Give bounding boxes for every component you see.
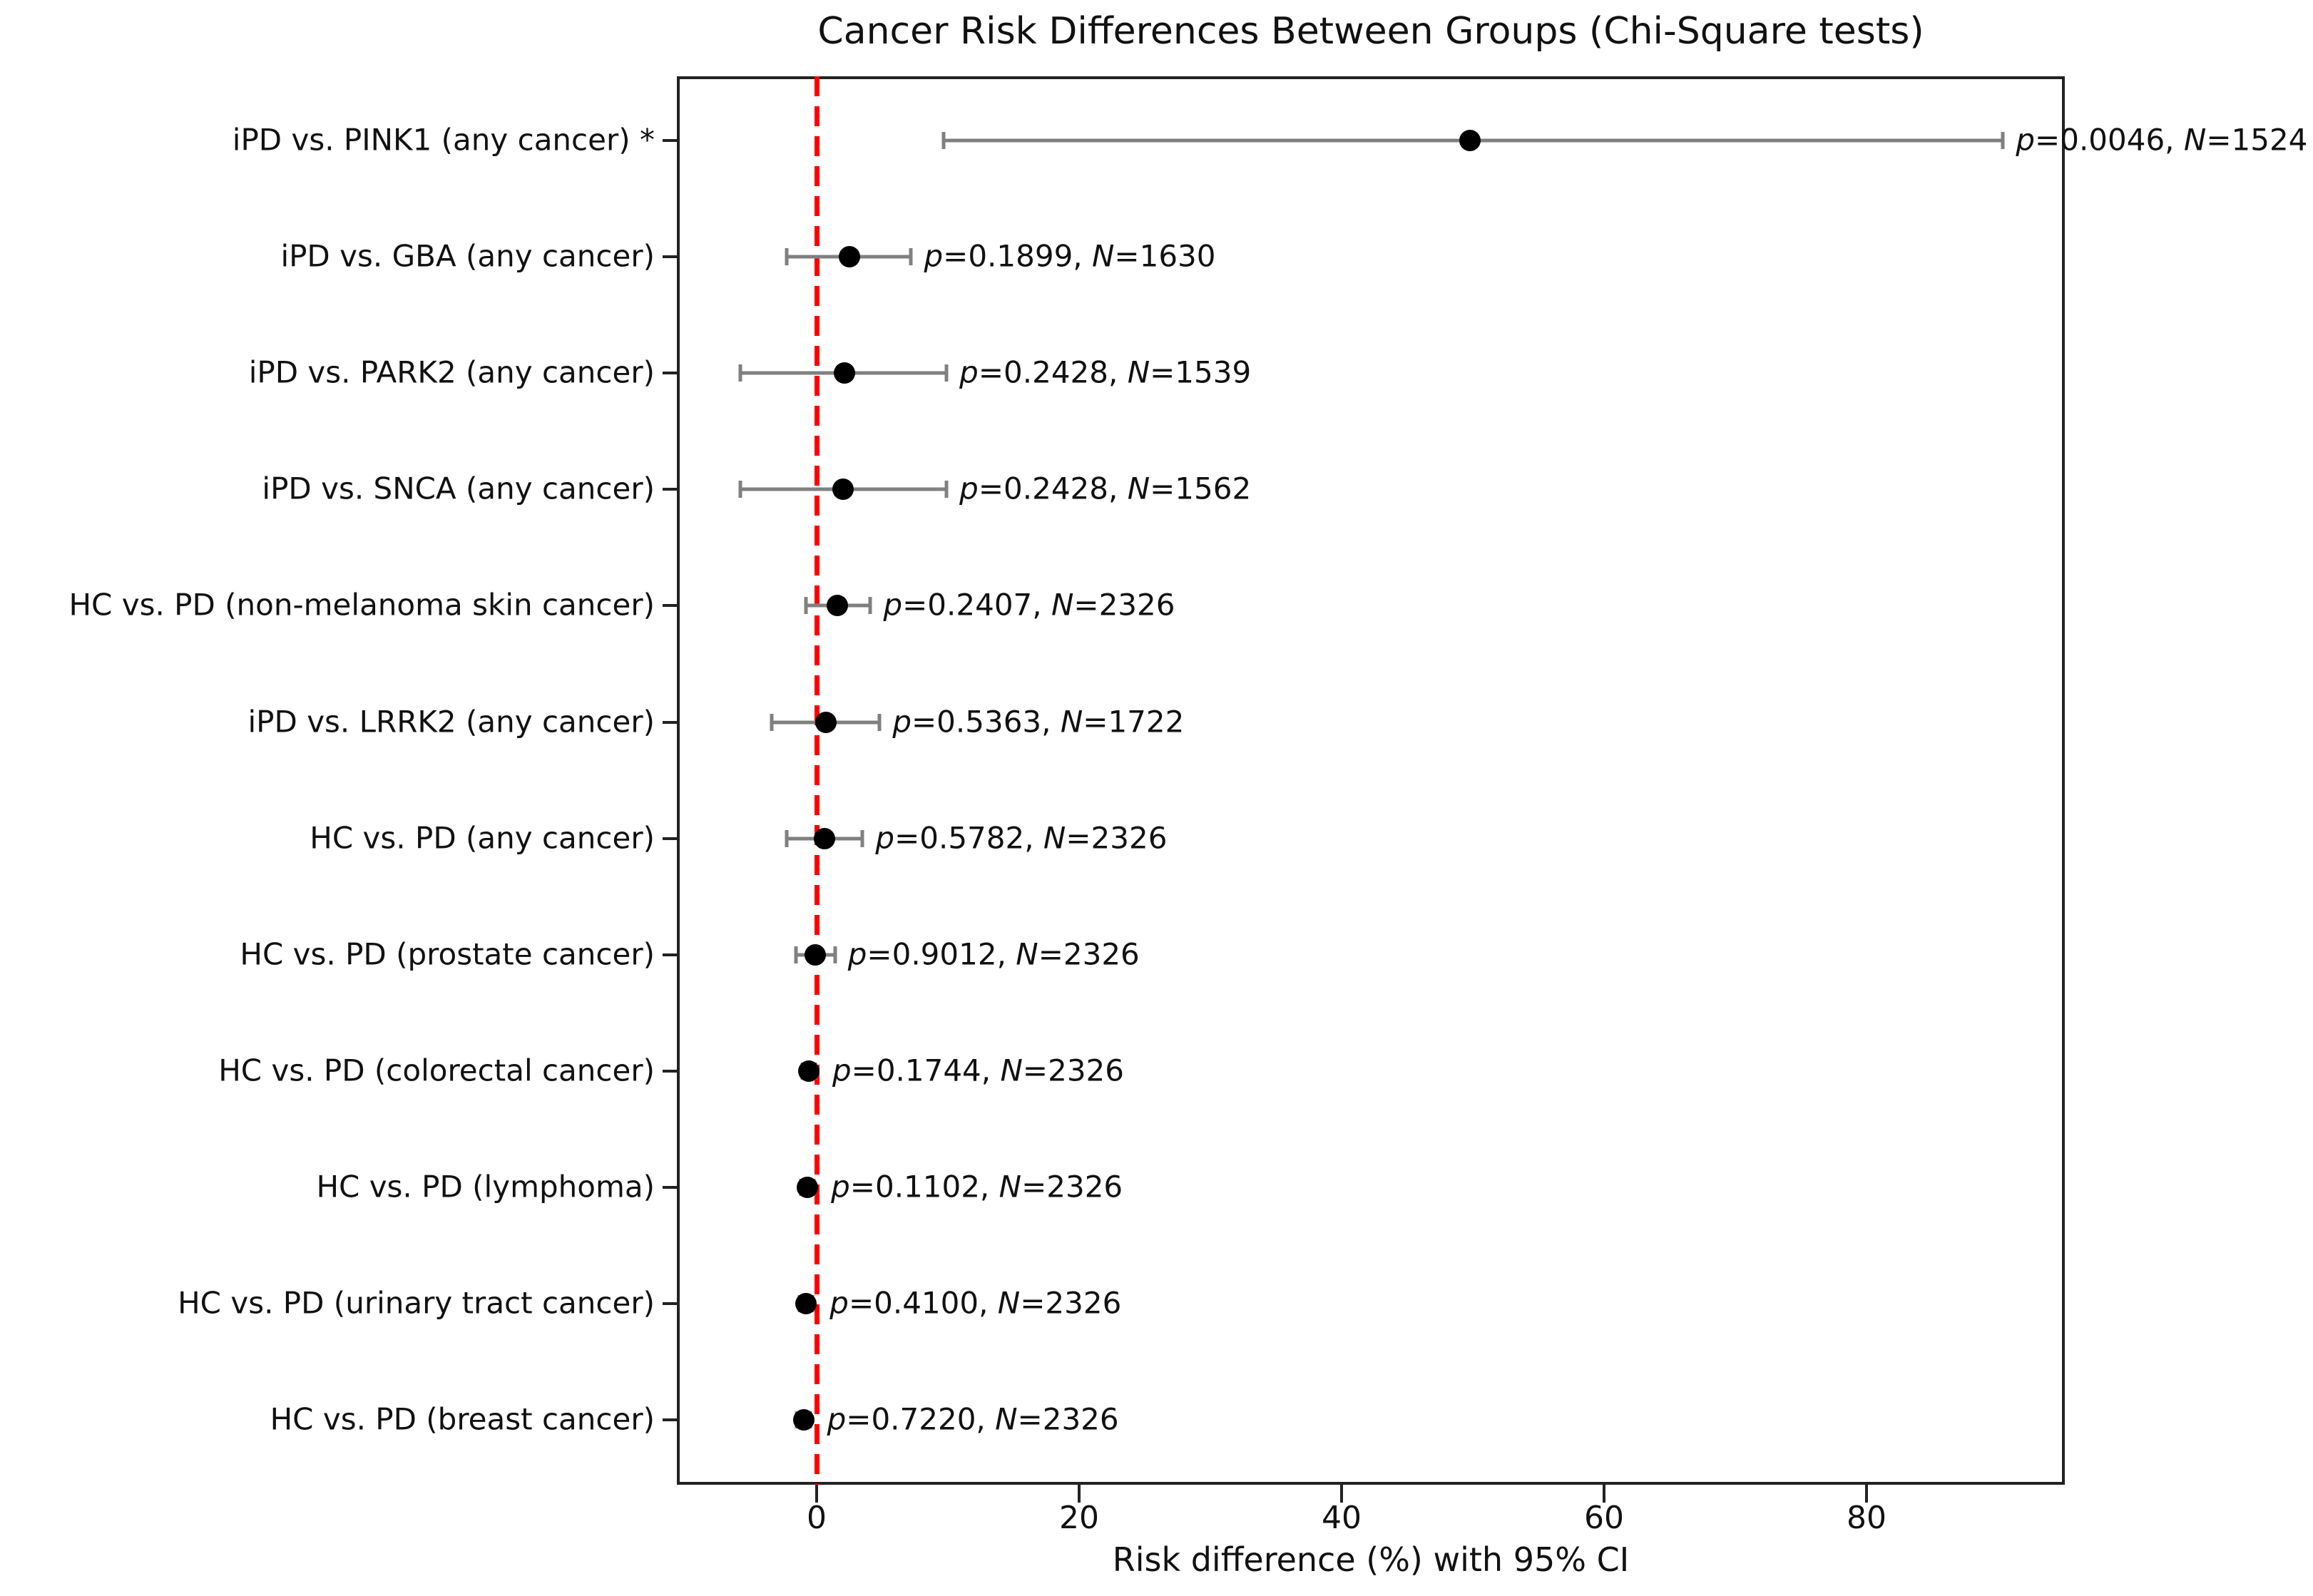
error-bar-cap-left (941, 132, 946, 149)
error-bar-cap-right (2001, 132, 2005, 149)
y-axis-tick (663, 488, 677, 491)
y-axis-label: iPD vs. PARK2 (any cancer) (248, 354, 655, 390)
error-bar-cap-left (804, 597, 808, 615)
error-bar-cap-right (860, 829, 864, 847)
x-axis-tick-label: 60 (1584, 1500, 1624, 1536)
error-bar-cap-left (770, 713, 774, 731)
point-marker (805, 943, 827, 966)
error-bar-cap-left (785, 248, 789, 266)
x-axis-tick-label: 40 (1322, 1500, 1362, 1536)
error-bar-cap-right (833, 946, 837, 963)
point-marker (792, 1409, 815, 1431)
point-marker (833, 362, 855, 384)
y-axis-tick (663, 604, 677, 608)
p-value-annotation: p=0.2428, N=1562 (959, 471, 1252, 506)
p-value-annotation: p=0.1102, N=2326 (831, 1169, 1123, 1204)
point-marker (797, 1176, 819, 1198)
x-axis-tick-label: 80 (1847, 1500, 1886, 1536)
p-value-annotation: p=0.4100, N=2326 (829, 1285, 1122, 1321)
x-axis-tick-label: 0 (807, 1500, 827, 1536)
y-axis-tick (663, 1069, 677, 1073)
y-axis-label: HC vs. PD (prostate cancer) (240, 936, 655, 972)
y-axis-label: HC vs. PD (colorectal cancer) (218, 1053, 655, 1088)
x-axis-label: Risk difference (%) with 95% CI (1112, 1540, 1630, 1579)
y-axis-label: iPD vs. GBA (any cancer) (280, 238, 655, 274)
y-axis-tick (663, 1418, 677, 1422)
y-axis-tick (663, 720, 677, 724)
p-value-annotation: p=0.5363, N=1722 (892, 704, 1185, 740)
y-axis-tick (663, 1185, 677, 1189)
chart-title: Cancer Risk Differences Between Groups (… (817, 10, 1924, 53)
point-marker (839, 246, 860, 268)
p-value-annotation: p=0.1744, N=2326 (832, 1053, 1124, 1088)
point-marker (814, 827, 836, 849)
y-axis-label: HC vs. PD (breast cancer) (270, 1401, 655, 1437)
error-bar-cap-right (868, 597, 872, 615)
error-bar-cap-right (944, 481, 949, 498)
plot-frame (677, 76, 2065, 1485)
y-axis-tick (663, 837, 677, 840)
p-value-annotation: p=0.2428, N=1539 (959, 354, 1252, 390)
p-value-annotation: p=0.5782, N=2326 (875, 820, 1168, 856)
y-axis-label: HC vs. PD (non-melanoma skin cancer) (68, 587, 655, 623)
error-bar-cap-right (877, 713, 882, 731)
y-axis-tick (663, 255, 677, 259)
x-axis-tick (1603, 1485, 1605, 1503)
zero-reference-line (814, 76, 819, 1485)
point-marker (827, 595, 849, 617)
x-axis-tick-label: 20 (1059, 1500, 1099, 1536)
x-axis-tick (1078, 1485, 1081, 1503)
point-marker (795, 1293, 817, 1314)
y-axis-label: HC vs. PD (lymphoma) (316, 1169, 655, 1204)
point-marker (1459, 130, 1481, 151)
y-axis-label: HC vs. PD (urinary tract cancer) (178, 1285, 655, 1321)
p-value-annotation: p=0.9012, N=2326 (847, 936, 1140, 972)
error-bar-cap-left (738, 364, 742, 382)
x-axis-tick (1865, 1485, 1868, 1503)
p-value-annotation: p=0.1899, N=1630 (924, 238, 1216, 274)
y-axis-tick (663, 1302, 677, 1305)
p-value-annotation: p=0.2407, N=2326 (883, 587, 1175, 623)
x-axis-tick (1340, 1485, 1343, 1503)
error-bar-cap-right (944, 364, 949, 382)
x-axis-tick (815, 1485, 818, 1503)
point-marker (815, 711, 837, 733)
y-axis-label: HC vs. PD (any cancer) (310, 820, 655, 856)
error-bar-cap-left (794, 946, 798, 963)
error-bar-cap-left (785, 829, 789, 847)
y-axis-tick (663, 953, 677, 956)
p-value-annotation: p=0.0046, N=1524 (2016, 122, 2308, 158)
y-axis-tick (663, 372, 677, 375)
y-axis-label: iPD vs. SNCA (any cancer) (262, 471, 655, 506)
point-marker (797, 1060, 819, 1082)
error-bar-cap-right (909, 248, 913, 266)
p-value-annotation: p=0.7220, N=2326 (827, 1401, 1119, 1437)
y-axis-label: iPD vs. PINK1 (any cancer) * (232, 122, 655, 158)
error-bar-cap-left (738, 481, 742, 498)
point-marker (832, 479, 854, 501)
y-axis-label: iPD vs. LRRK2 (any cancer) (247, 704, 655, 740)
y-axis-tick (663, 139, 677, 142)
